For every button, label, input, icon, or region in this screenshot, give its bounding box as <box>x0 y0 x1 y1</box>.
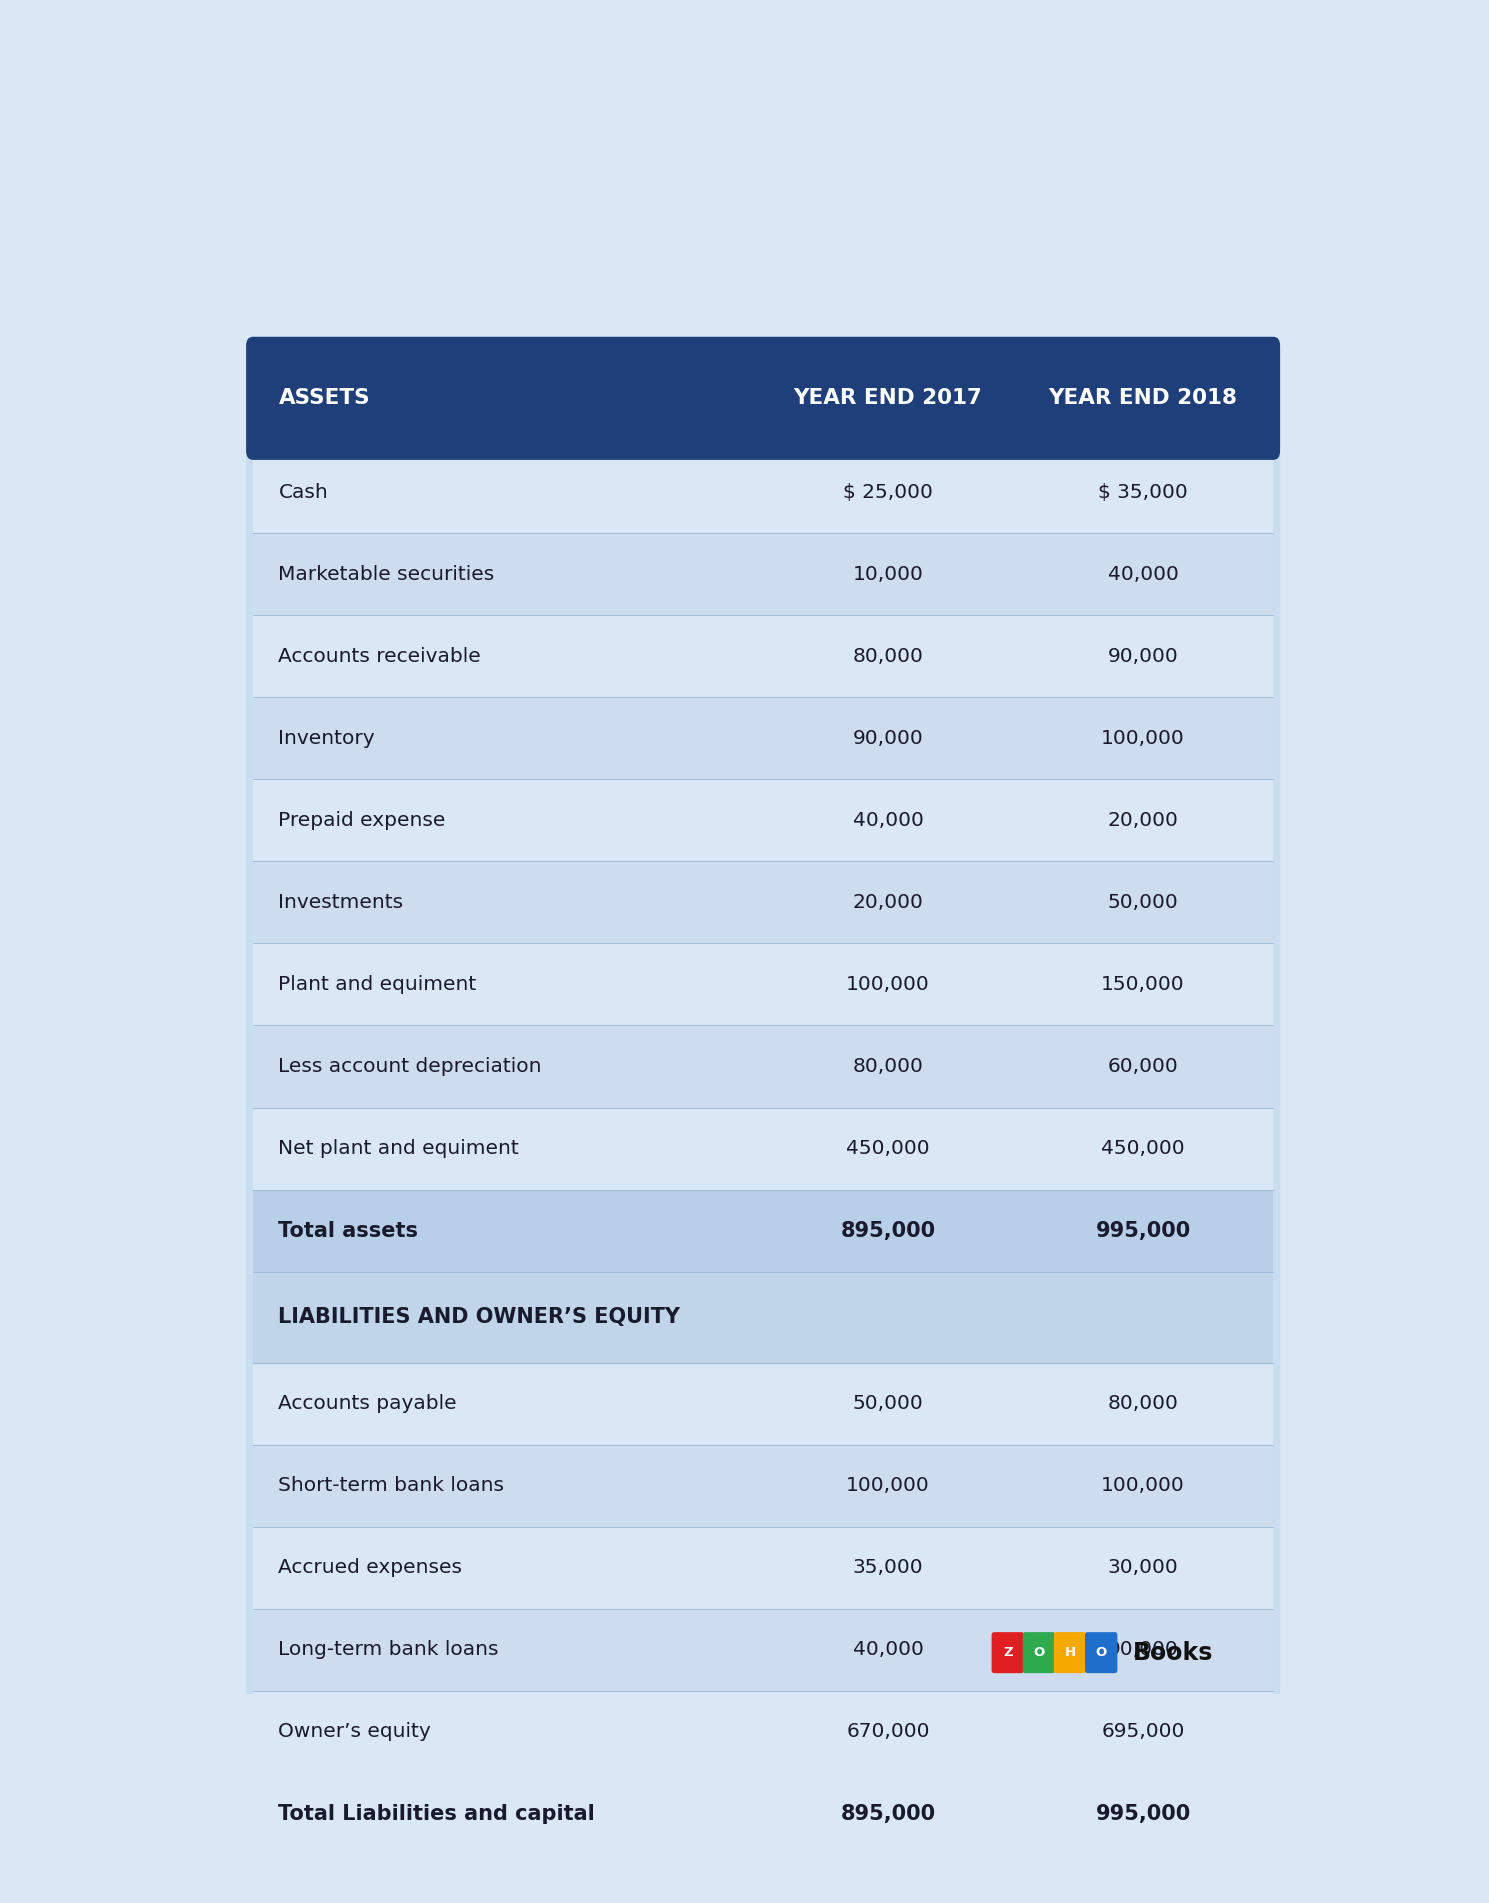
FancyBboxPatch shape <box>1054 1633 1087 1673</box>
Text: Short-term bank loans: Short-term bank loans <box>278 1477 505 1496</box>
Text: 90,000: 90,000 <box>1108 647 1178 666</box>
Text: 895,000: 895,000 <box>840 1220 935 1241</box>
Text: 60,000: 60,000 <box>1108 1056 1178 1075</box>
Text: Inventory: Inventory <box>278 729 375 748</box>
Text: 35,000: 35,000 <box>853 1559 923 1578</box>
Text: Accounts receivable: Accounts receivable <box>278 647 481 666</box>
Text: O: O <box>1096 1646 1106 1659</box>
Text: Accounts payable: Accounts payable <box>278 1395 457 1414</box>
Text: Prepaid expense: Prepaid expense <box>278 811 445 830</box>
Text: Owner’s equity: Owner’s equity <box>278 1722 432 1741</box>
Text: 90,000: 90,000 <box>853 729 923 748</box>
Bar <box>253 780 1273 862</box>
Bar <box>253 1774 1273 1855</box>
Text: 450,000: 450,000 <box>846 1140 931 1159</box>
Text: 80,000: 80,000 <box>1108 1395 1178 1414</box>
Text: Accrued expenses: Accrued expenses <box>278 1559 463 1578</box>
Text: Marketable securities: Marketable securities <box>278 565 494 584</box>
Bar <box>253 451 1273 533</box>
Bar <box>253 1108 1273 1189</box>
FancyBboxPatch shape <box>992 1633 1024 1673</box>
Text: 995,000: 995,000 <box>1096 1220 1191 1241</box>
FancyBboxPatch shape <box>246 337 1281 461</box>
FancyBboxPatch shape <box>1023 1633 1056 1673</box>
Bar <box>253 1444 1273 1526</box>
Text: 80,000: 80,000 <box>853 1056 923 1075</box>
Text: 695,000: 695,000 <box>1102 1722 1185 1741</box>
Bar <box>253 944 1273 1026</box>
Bar <box>253 1271 1273 1363</box>
Bar <box>253 1608 1273 1690</box>
Text: 20,000: 20,000 <box>1108 811 1178 830</box>
Text: 995,000: 995,000 <box>1096 1804 1191 1823</box>
Bar <box>253 696 1273 780</box>
Text: Long-term bank loans: Long-term bank loans <box>278 1640 499 1659</box>
Text: Net plant and equiment: Net plant and equiment <box>278 1140 520 1159</box>
Text: O: O <box>1033 1646 1045 1659</box>
Text: Cash: Cash <box>278 483 328 502</box>
Bar <box>253 533 1273 615</box>
Text: Total assets: Total assets <box>278 1220 418 1241</box>
Text: 100,000: 100,000 <box>846 1477 931 1496</box>
Text: Investments: Investments <box>278 893 404 912</box>
Text: 20,000: 20,000 <box>853 893 923 912</box>
Text: Books: Books <box>1133 1640 1212 1665</box>
Text: 670,000: 670,000 <box>846 1722 929 1741</box>
Text: Total Liabilities and capital: Total Liabilities and capital <box>278 1804 596 1823</box>
Text: Less account depreciation: Less account depreciation <box>278 1056 542 1075</box>
Text: 40,000: 40,000 <box>1108 565 1178 584</box>
Bar <box>253 615 1273 696</box>
Text: Z: Z <box>1004 1646 1013 1659</box>
Bar <box>253 1189 1273 1271</box>
Text: 50,000: 50,000 <box>853 1395 923 1414</box>
Text: 50,000: 50,000 <box>1108 893 1178 912</box>
Text: $ 25,000: $ 25,000 <box>843 483 934 502</box>
Text: $ 35,000: $ 35,000 <box>1099 483 1188 502</box>
Text: 40,000: 40,000 <box>853 811 923 830</box>
Text: Plant and equiment: Plant and equiment <box>278 974 476 993</box>
Text: 895,000: 895,000 <box>840 1804 935 1823</box>
Bar <box>253 1026 1273 1108</box>
Text: 30,000: 30,000 <box>1108 1559 1178 1578</box>
Text: 80,000: 80,000 <box>853 647 923 666</box>
Text: 100,000: 100,000 <box>1102 1477 1185 1496</box>
Bar <box>253 862 1273 944</box>
Text: 10,000: 10,000 <box>853 565 923 584</box>
Text: YEAR END 2018: YEAR END 2018 <box>1048 388 1237 409</box>
Text: LIABILITIES AND OWNER’S EQUITY: LIABILITIES AND OWNER’S EQUITY <box>278 1307 680 1326</box>
Text: H: H <box>1065 1646 1075 1659</box>
Text: 450,000: 450,000 <box>1102 1140 1185 1159</box>
Text: 100,000: 100,000 <box>846 974 931 993</box>
FancyBboxPatch shape <box>246 337 1281 1863</box>
Text: 40,000: 40,000 <box>853 1640 923 1659</box>
Text: 150,000: 150,000 <box>1102 974 1185 993</box>
Bar <box>253 1526 1273 1608</box>
Text: 90,000: 90,000 <box>1108 1640 1178 1659</box>
Bar <box>253 403 1273 451</box>
FancyBboxPatch shape <box>1085 1633 1117 1673</box>
Text: 100,000: 100,000 <box>1102 729 1185 748</box>
Text: ASSETS: ASSETS <box>278 388 371 409</box>
Bar <box>253 1363 1273 1444</box>
Text: YEAR END 2017: YEAR END 2017 <box>794 388 983 409</box>
Bar <box>253 1690 1273 1774</box>
